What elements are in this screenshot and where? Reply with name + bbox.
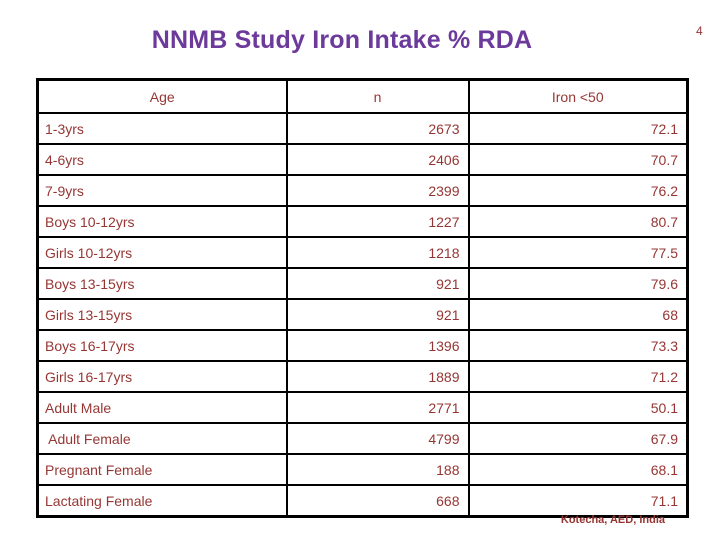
table-row: Lactating Female 668 71.1	[36, 484, 689, 518]
n-cell: 1218	[285, 236, 470, 269]
iron-cell: 76.2	[467, 174, 689, 207]
n-cell: 1396	[285, 329, 470, 362]
column-header-n: n	[285, 78, 470, 114]
age-cell: Boys 10-12yrs	[36, 205, 288, 238]
table-row: Boys 10-12yrs 1227 80.7	[36, 205, 689, 238]
n-cell: 668	[285, 484, 470, 518]
age-cell: Pregnant Female	[36, 453, 288, 486]
n-cell: 2771	[285, 391, 470, 424]
n-cell: 2673	[285, 112, 470, 145]
age-cell: Adult Male	[36, 391, 288, 424]
n-cell: 921	[285, 298, 470, 331]
slide-title: NNMB Study Iron Intake % RDA	[151, 26, 533, 54]
table-body: 1-3yrs 2673 72.1 4-6yrs 2406 70.7 7-9yrs 2399 76…	[36, 112, 689, 518]
table-row: Boys 13-15yrs 921 79.6	[36, 267, 689, 300]
iron-cell: 72.1	[467, 112, 689, 145]
n-cell: 1227	[285, 205, 470, 238]
age-cell: Girls 16-17yrs	[36, 360, 288, 393]
n-cell: 921	[285, 267, 470, 300]
iron-cell: 70.7	[467, 143, 689, 176]
iron-cell: 50.1	[467, 391, 689, 424]
iron-intake-table: Age n Iron <50 1-3yrs 2673 72.1 4-6yrs 2406 7…	[36, 78, 689, 518]
age-cell: Boys 13-15yrs	[36, 267, 288, 300]
table-row: Adult Male 2771 50.1	[36, 391, 689, 424]
table-row: Pregnant Female 188 68.1	[36, 453, 689, 486]
table-row: 7-9yrs 2399 76.2	[36, 174, 689, 207]
table-row: Boys 16-17yrs 1396 73.3	[36, 329, 689, 362]
table-row: 1-3yrs 2673 72.1	[36, 112, 689, 145]
table-row: 4-6yrs 2406 70.7	[36, 143, 689, 176]
table-row: Girls 13-15yrs 921 68	[36, 298, 689, 331]
table-row: Adult Female 4799 67.9	[36, 422, 689, 455]
n-cell: 2399	[285, 174, 470, 207]
column-header-age: Age	[36, 78, 288, 114]
age-cell: Adult Female	[36, 422, 288, 455]
iron-cell: 71.1	[467, 484, 689, 518]
iron-cell: 73.3	[467, 329, 689, 362]
n-cell: 1889	[285, 360, 470, 393]
table-row: Girls 16-17yrs 1889 71.2	[36, 360, 689, 393]
iron-cell: 71.2	[467, 360, 689, 393]
age-cell: Boys 16-17yrs	[36, 329, 288, 362]
footer-credit: Kotecha, AED, India	[560, 514, 665, 526]
age-cell: 1-3yrs	[36, 112, 288, 145]
iron-cell: 79.6	[467, 267, 689, 300]
table-row: Girls 10-12yrs 1218 77.5	[36, 236, 689, 269]
iron-cell: 80.7	[467, 205, 689, 238]
column-header-iron: Iron <50	[467, 78, 689, 114]
iron-cell: 67.9	[467, 422, 689, 455]
n-cell: 2406	[285, 143, 470, 176]
iron-cell: 68	[467, 298, 689, 331]
n-cell: 4799	[285, 422, 470, 455]
table-header-row: Age n Iron <50	[36, 78, 689, 114]
slide-page-number: 4	[696, 24, 703, 38]
age-cell: 7-9yrs	[36, 174, 288, 207]
iron-cell: 77.5	[467, 236, 689, 269]
age-cell: Girls 13-15yrs	[36, 298, 288, 331]
n-cell: 188	[285, 453, 470, 486]
age-cell: 4-6yrs	[36, 143, 288, 176]
iron-cell: 68.1	[467, 453, 689, 486]
age-cell: Lactating Female	[36, 484, 288, 518]
age-cell: Girls 10-12yrs	[36, 236, 288, 269]
